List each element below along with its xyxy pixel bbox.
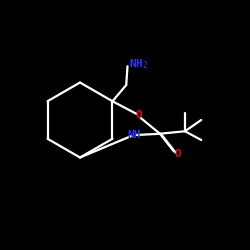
Text: NH$_2$: NH$_2$: [129, 57, 148, 71]
Text: O: O: [174, 149, 181, 159]
Text: NH: NH: [127, 130, 140, 140]
Text: O: O: [135, 110, 142, 120]
